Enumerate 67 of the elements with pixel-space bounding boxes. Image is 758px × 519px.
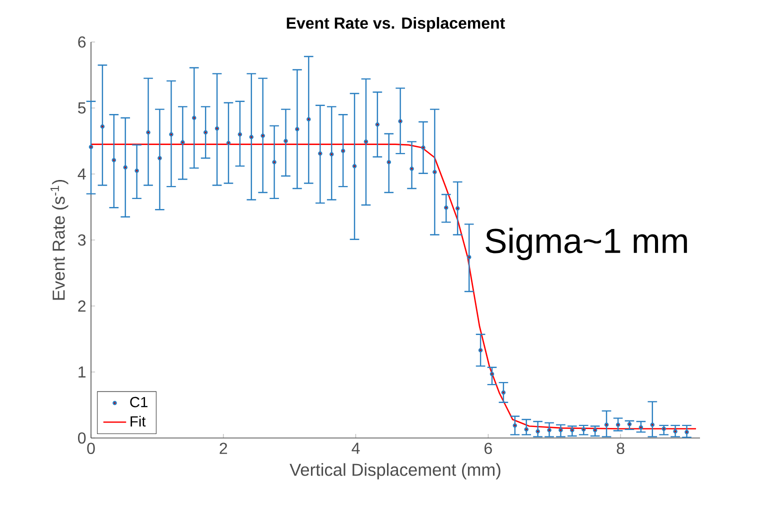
point [570,428,574,432]
y-tick-label: 6 [78,36,86,48]
point [466,255,472,260]
point [455,206,460,210]
y-tick-label: 0 [78,432,86,444]
point [536,429,540,434]
y-tick-label: 5 [78,102,86,114]
point [226,140,231,146]
point [410,166,414,171]
x-tick-label: 0 [87,442,95,454]
point [134,168,139,173]
point [100,124,105,129]
point [146,130,150,135]
point [398,119,402,124]
point [558,428,563,432]
point [512,423,518,428]
point [318,151,322,156]
point [650,422,655,427]
point [284,138,288,144]
point [638,425,644,430]
point [604,422,609,427]
point [306,117,311,122]
point [260,134,265,138]
point [203,130,208,135]
point [112,158,116,162]
point [169,132,174,137]
x-tick-label: 8 [616,442,624,454]
point [581,427,586,432]
point [340,148,346,154]
point [375,122,380,127]
x-tick-label: 4 [352,442,360,454]
chart-title: Event Rate vs. Displacement [286,17,505,32]
point [238,132,242,137]
point [249,134,254,140]
point [432,170,437,174]
x-tick-label: 2 [220,442,228,454]
point [524,427,528,432]
point [421,145,426,150]
point [386,160,392,164]
point [501,390,506,395]
annotation: Sigma~1 mm [486,228,687,260]
point [592,428,598,432]
point [478,348,483,352]
point [490,372,494,376]
point [684,430,689,434]
point [627,422,632,426]
y-tick-label: 2 [78,300,86,312]
point [180,140,185,144]
y-axis-title: Event Rate (s$^{-1}$) [50,180,68,300]
y-tick-label: 3 [78,234,86,246]
point [295,126,300,132]
point [158,156,162,160]
point [662,426,666,431]
y-tick-label: 1 [78,366,86,378]
point [214,126,220,131]
x-axis-title: Vertical Displacement (mm) [290,463,500,480]
point [272,160,276,164]
x-tick-label: 6 [484,442,492,454]
point [192,116,196,120]
legend-label: Fit [130,416,146,427]
point [364,140,368,144]
point [329,152,334,156]
point [444,206,448,210]
point [123,165,128,170]
point [352,164,357,168]
legend-label: C1 [130,396,148,408]
y-tick-label: 4 [78,168,86,180]
